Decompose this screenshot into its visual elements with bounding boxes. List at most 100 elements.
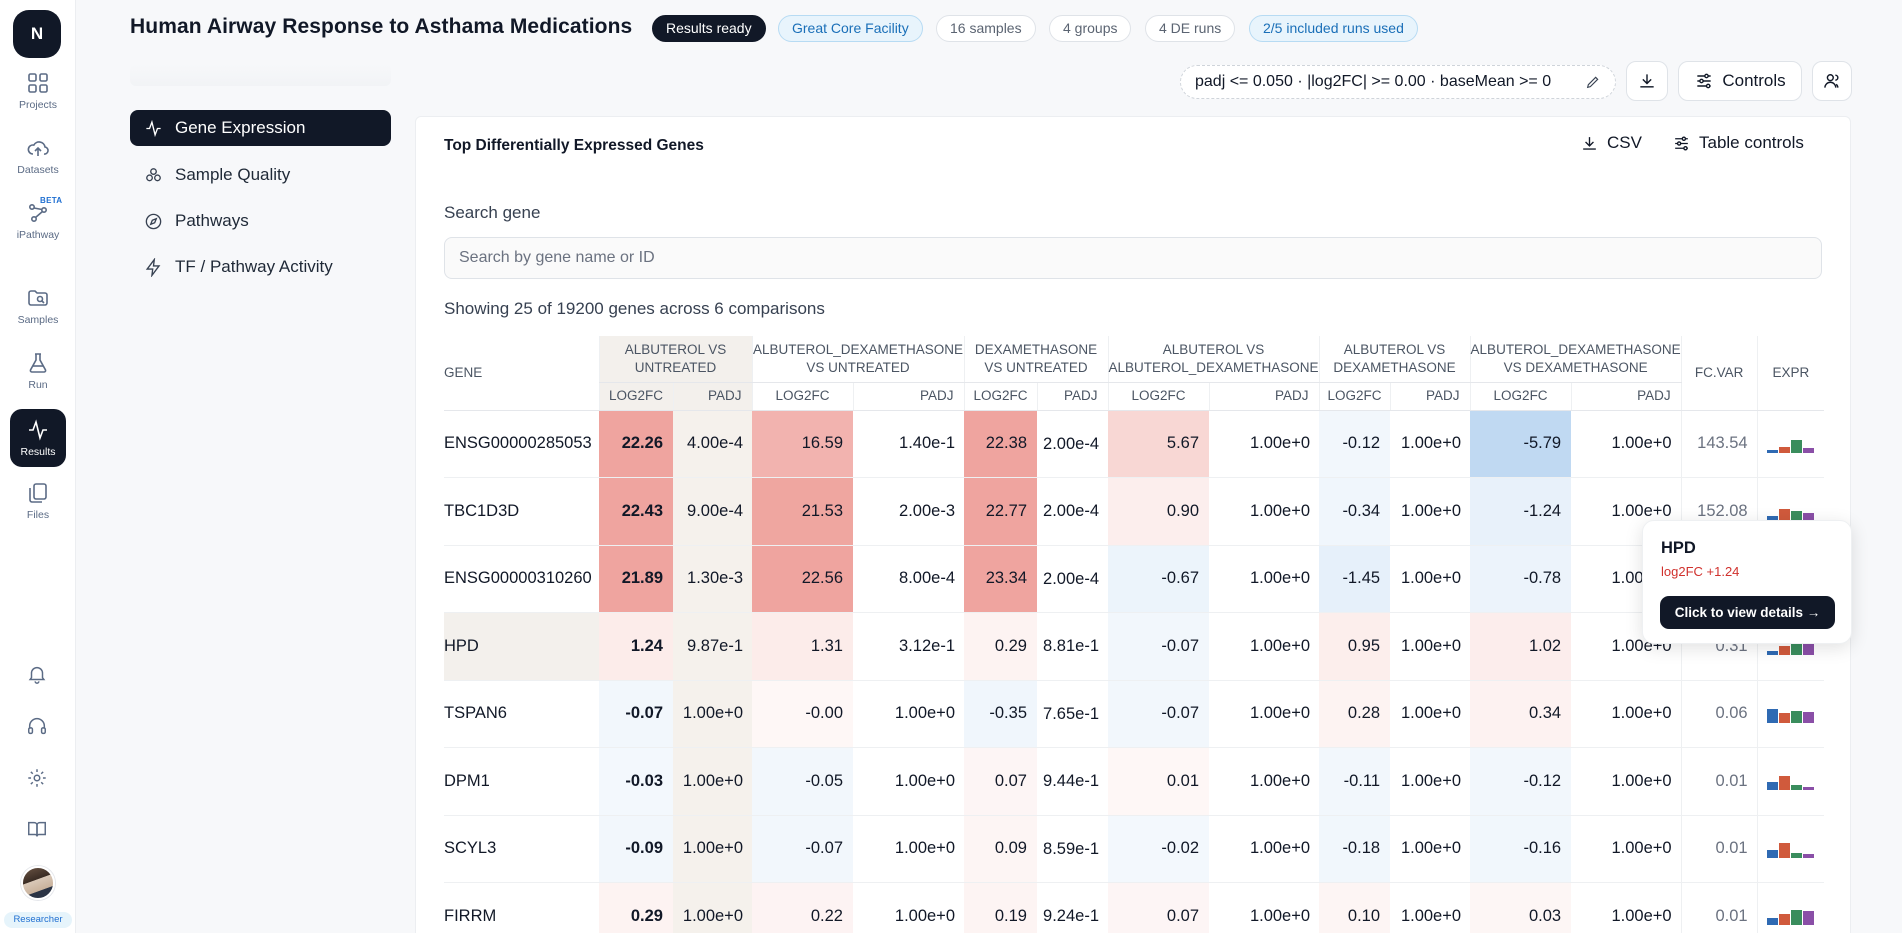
download-button[interactable] xyxy=(1626,61,1668,101)
log2fc-subheader[interactable]: LOG2FC xyxy=(963,382,1037,411)
log2fc-cell: -0.03 xyxy=(599,747,673,816)
controls-button[interactable]: Controls xyxy=(1678,61,1802,101)
threshold-filter-chip[interactable]: padj <= 0.050 · |log2FC| >= 0.00 · baseM… xyxy=(1180,65,1616,99)
gene-name-cell[interactable]: ENSG00000285053 xyxy=(444,410,599,478)
padj-subheader[interactable]: PADJ xyxy=(1389,382,1471,411)
tooltip-gene-name: HPD xyxy=(1661,539,1696,557)
support-button[interactable] xyxy=(26,715,50,739)
log2fc-subheader[interactable]: LOG2FC xyxy=(1107,382,1210,411)
gene-name-cell[interactable]: DPM1 xyxy=(444,747,599,816)
padj-cell: 1.00e+0 xyxy=(853,882,964,933)
docs-button[interactable] xyxy=(26,818,50,842)
table-row[interactable]: HPD 1.24 9.87e-1 1.31 3.12e-1 0.29 8.81e-1 -0.0… xyxy=(444,612,1825,681)
log2fc-cell: -0.12 xyxy=(1470,747,1572,816)
table-row[interactable]: ENSG00000285053 22.26 4.00e-4 16.59 1.40e-1 2… xyxy=(444,410,1825,478)
padj-subheader[interactable]: PADJ xyxy=(1036,382,1108,411)
log2fc-subheader[interactable]: LOG2FC xyxy=(1469,382,1572,411)
submenu-sample-quality[interactable]: Sample Quality xyxy=(130,152,391,198)
expression-sparkline[interactable] xyxy=(1756,882,1825,933)
pencil-icon xyxy=(1586,76,1599,89)
settings-button[interactable] xyxy=(26,767,50,791)
nav-files-label: Files xyxy=(26,509,50,521)
nav-ipathway[interactable]: iPathway xyxy=(10,194,66,248)
padj-subheader[interactable]: PADJ xyxy=(1208,382,1320,411)
submenu-gene-expression[interactable]: Gene Expression xyxy=(130,110,391,146)
padj-cell: 8.59e-1 xyxy=(1037,815,1108,883)
log2fc-cell: 0.07 xyxy=(964,747,1037,816)
files-icon xyxy=(29,483,47,503)
submenu-tf-pathway-activity[interactable]: TF / Pathway Activity xyxy=(130,244,391,290)
log2fc-cell: -0.00 xyxy=(752,680,853,748)
padj-cell: 1.00e+0 xyxy=(1571,815,1682,883)
expression-sparkline[interactable] xyxy=(1756,680,1825,748)
log2fc-cell: -0.02 xyxy=(1108,815,1210,883)
user-avatar[interactable] xyxy=(21,866,55,900)
app-logo[interactable]: N xyxy=(13,10,61,58)
padj-subheader[interactable]: PADJ xyxy=(1570,382,1682,411)
share-button[interactable] xyxy=(1812,61,1852,101)
gene-name-cell[interactable]: SCYL3 xyxy=(444,815,599,883)
pulse-icon xyxy=(146,119,161,137)
submenu-gene-expression-label: Gene Expression xyxy=(175,118,306,137)
table-row[interactable]: TSPAN6 -0.07 1.00e+0 -0.00 1.00e+0 -0.35 7.65e… xyxy=(444,680,1825,748)
gene-name-cell[interactable]: TBC1D3D xyxy=(444,477,599,546)
submenu-pathways[interactable]: Pathways xyxy=(130,198,391,244)
log2fc-cell: -1.24 xyxy=(1470,477,1572,546)
fcvar-column-header[interactable]: FC.VAR xyxy=(1680,336,1758,411)
table-row[interactable]: SCYL3 -0.09 1.00e+0 -0.07 1.00e+0 0.09 8.59e-1… xyxy=(444,815,1825,883)
expression-sparkline[interactable] xyxy=(1756,747,1825,816)
table-row[interactable]: DPM1 -0.03 1.00e+0 -0.05 1.00e+0 0.07 9.44e-1 0… xyxy=(444,747,1825,816)
padj-cell: 1.00e+0 xyxy=(1209,815,1320,883)
nav-results[interactable]: Results xyxy=(10,409,66,467)
submenu-scroll-fade xyxy=(130,64,391,86)
expression-sparkline[interactable] xyxy=(1756,815,1825,883)
csv-export-button[interactable]: CSV xyxy=(1580,133,1642,153)
gene-column-header[interactable]: GENE xyxy=(444,336,599,411)
table-row[interactable]: FIRRM 0.29 1.00e+0 0.22 1.00e+0 0.19 9.24e-1 0.… xyxy=(444,882,1825,933)
padj-cell: 1.00e+0 xyxy=(1571,747,1682,816)
padj-cell: 1.00e+0 xyxy=(673,680,752,748)
gene-name-cell[interactable]: TSPAN6 xyxy=(444,680,599,748)
nav-files[interactable]: Files xyxy=(10,474,66,528)
facility-badge[interactable]: Great Core Facility xyxy=(778,15,923,42)
expression-sparkline[interactable] xyxy=(1756,410,1825,478)
expr-column-header: EXPR xyxy=(1756,336,1825,411)
log2fc-subheader[interactable]: LOG2FC xyxy=(1318,382,1391,411)
search-label: Search gene xyxy=(444,203,541,222)
log2fc-cell: -0.18 xyxy=(1319,815,1391,883)
submenu-tf-pathway-activity-label: TF / Pathway Activity xyxy=(175,257,333,276)
log2fc-cell: -0.67 xyxy=(1108,545,1210,613)
nav-samples[interactable]: Samples xyxy=(10,279,66,333)
gene-name-cell[interactable]: HPD xyxy=(444,612,599,681)
expression-bar xyxy=(1803,513,1815,521)
expression-bars xyxy=(1767,772,1815,791)
log2fc-subheader[interactable]: LOG2FC xyxy=(598,382,673,411)
expression-bar xyxy=(1791,511,1803,521)
gene-search-input[interactable] xyxy=(444,237,1822,279)
padj-cell: 1.00e+0 xyxy=(1390,612,1471,681)
notifications-button[interactable] xyxy=(26,663,50,687)
expression-bar xyxy=(1767,782,1779,791)
table-controls-button[interactable]: Table controls xyxy=(1672,133,1804,153)
cloud-upload-icon xyxy=(27,141,49,156)
nav-results-label: Results xyxy=(20,446,56,458)
table-row[interactable]: TBC1D3D 22.43 9.00e-4 21.53 2.00e-3 22.77 2.00… xyxy=(444,477,1825,546)
expression-bar xyxy=(1779,842,1791,858)
gene-name-cell[interactable]: ENSG00000310260 xyxy=(444,545,599,613)
padj-cell: 1.00e+0 xyxy=(1209,545,1320,613)
nav-run[interactable]: Run xyxy=(10,344,66,398)
padj-subheader[interactable]: PADJ xyxy=(852,382,964,411)
table-row[interactable]: ENSG00000310260 21.89 1.30e-3 22.56 8.00e-4 2… xyxy=(444,545,1825,613)
gene-name-cell[interactable]: FIRRM xyxy=(444,882,599,933)
expression-bar xyxy=(1779,446,1791,453)
view-details-button[interactable]: Click to view details → xyxy=(1660,596,1835,629)
padj-subheader[interactable]: PADJ xyxy=(672,382,752,411)
padj-cell: 1.00e+0 xyxy=(1571,680,1682,748)
users-icon xyxy=(1824,74,1839,88)
nav-datasets[interactable]: Datasets xyxy=(10,129,66,183)
nav-projects[interactable]: Projects xyxy=(10,64,66,118)
padj-cell: 1.00e+0 xyxy=(853,747,964,816)
expression-bars xyxy=(1767,705,1815,723)
padj-cell: 1.00e+0 xyxy=(1571,882,1682,933)
log2fc-subheader[interactable]: LOG2FC xyxy=(751,382,853,411)
